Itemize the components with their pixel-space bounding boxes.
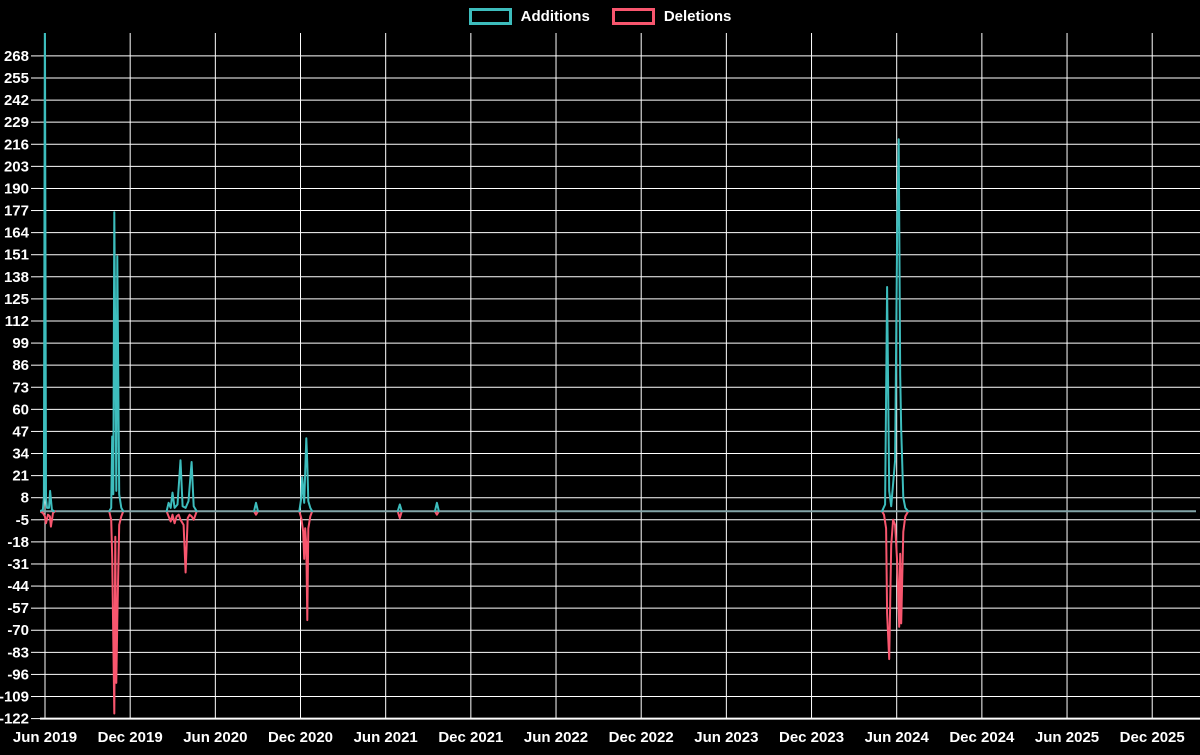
x-tick-label: Jun 2022: [524, 729, 588, 746]
series-path-deletions: [396, 510, 403, 520]
series-path-additions: [433, 501, 440, 513]
y-tick-label: 99: [12, 335, 29, 352]
series-path-deletions: [165, 510, 198, 574]
series-path-deletions: [298, 510, 314, 622]
y-tick-label: 47: [12, 423, 29, 440]
x-tick-label: Dec 2025: [1120, 729, 1185, 746]
y-tick-label: 8: [21, 490, 29, 507]
series-path-deletions: [881, 510, 910, 661]
y-tick-label: 229: [4, 114, 29, 131]
series-deletions: [40, 510, 910, 715]
y-tick-label: 164: [4, 225, 30, 242]
series-additions: [40, 33, 910, 513]
x-tick-label: Jun 2025: [1035, 729, 1099, 746]
legend-label-additions: Additions: [520, 8, 590, 25]
series-path-additions: [881, 138, 910, 513]
y-tick-label: 138: [4, 269, 29, 286]
y-tick-label: -57: [7, 600, 29, 617]
x-tick-label: Jun 2020: [183, 729, 247, 746]
x-tick-label: Jun 2023: [694, 729, 758, 746]
x-tick-label: Jun 2019: [13, 729, 77, 746]
series-path-deletions: [253, 510, 259, 516]
x-tick-label: Dec 2024: [949, 729, 1015, 746]
y-tick-label: 177: [4, 203, 29, 220]
x-tick-label: Dec 2021: [438, 729, 503, 746]
series-path-deletions: [108, 510, 125, 715]
series-path-deletions: [40, 510, 56, 528]
series-path-additions: [165, 459, 198, 513]
y-tick-label: 151: [4, 247, 29, 264]
series-path-additions: [253, 501, 259, 513]
deletions-swatch-icon: [611, 8, 655, 25]
legend-item-additions: Additions: [468, 8, 590, 25]
x-tick-label: Dec 2022: [609, 729, 674, 746]
y-tick-label: -70: [7, 622, 29, 639]
legend-item-deletions: Deletions: [611, 8, 732, 25]
x-tick-label: Jun 2021: [354, 729, 418, 746]
x-tick-label: Jun 2024: [865, 729, 930, 746]
y-tick-label: 216: [4, 136, 29, 153]
y-tick-label: -31: [7, 556, 29, 573]
y-tick-label: 255: [4, 70, 29, 87]
series-path-deletions: [433, 510, 440, 516]
series-path-additions: [298, 437, 314, 513]
y-tick-label: 242: [4, 92, 29, 109]
y-tick-label: 86: [12, 357, 29, 374]
series-path-additions: [108, 211, 125, 513]
y-tick-label: -96: [7, 666, 29, 683]
y-tick-label: 203: [4, 158, 29, 175]
y-tick-label: 112: [5, 313, 29, 330]
y-tick-label: -44: [7, 578, 29, 595]
y-tick-label: -5: [16, 512, 29, 529]
legend: Additions Deletions: [0, 8, 1200, 25]
legend-label-deletions: Deletions: [663, 8, 732, 25]
y-tick-label: 125: [4, 291, 29, 308]
y-tick-label: 21: [12, 468, 29, 485]
x-tick-label: Dec 2019: [98, 729, 163, 746]
x-tick-label: Dec 2023: [779, 729, 844, 746]
additions-swatch-icon: [468, 8, 512, 25]
y-tick-label: -83: [7, 644, 29, 661]
y-tick-label: -18: [7, 534, 29, 551]
y-tick-label: 60: [12, 401, 29, 418]
x-tick-label: Dec 2020: [268, 729, 333, 746]
series-path-additions: [40, 33, 55, 513]
y-tick-label: 73: [12, 379, 29, 396]
y-tick-label: 268: [4, 48, 29, 65]
y-tick-label: -122: [0, 711, 29, 728]
series-path-additions: [396, 503, 403, 513]
y-tick-label: -109: [0, 689, 29, 706]
y-tick-label: 34: [12, 446, 29, 463]
y-tick-label: 190: [4, 180, 29, 197]
